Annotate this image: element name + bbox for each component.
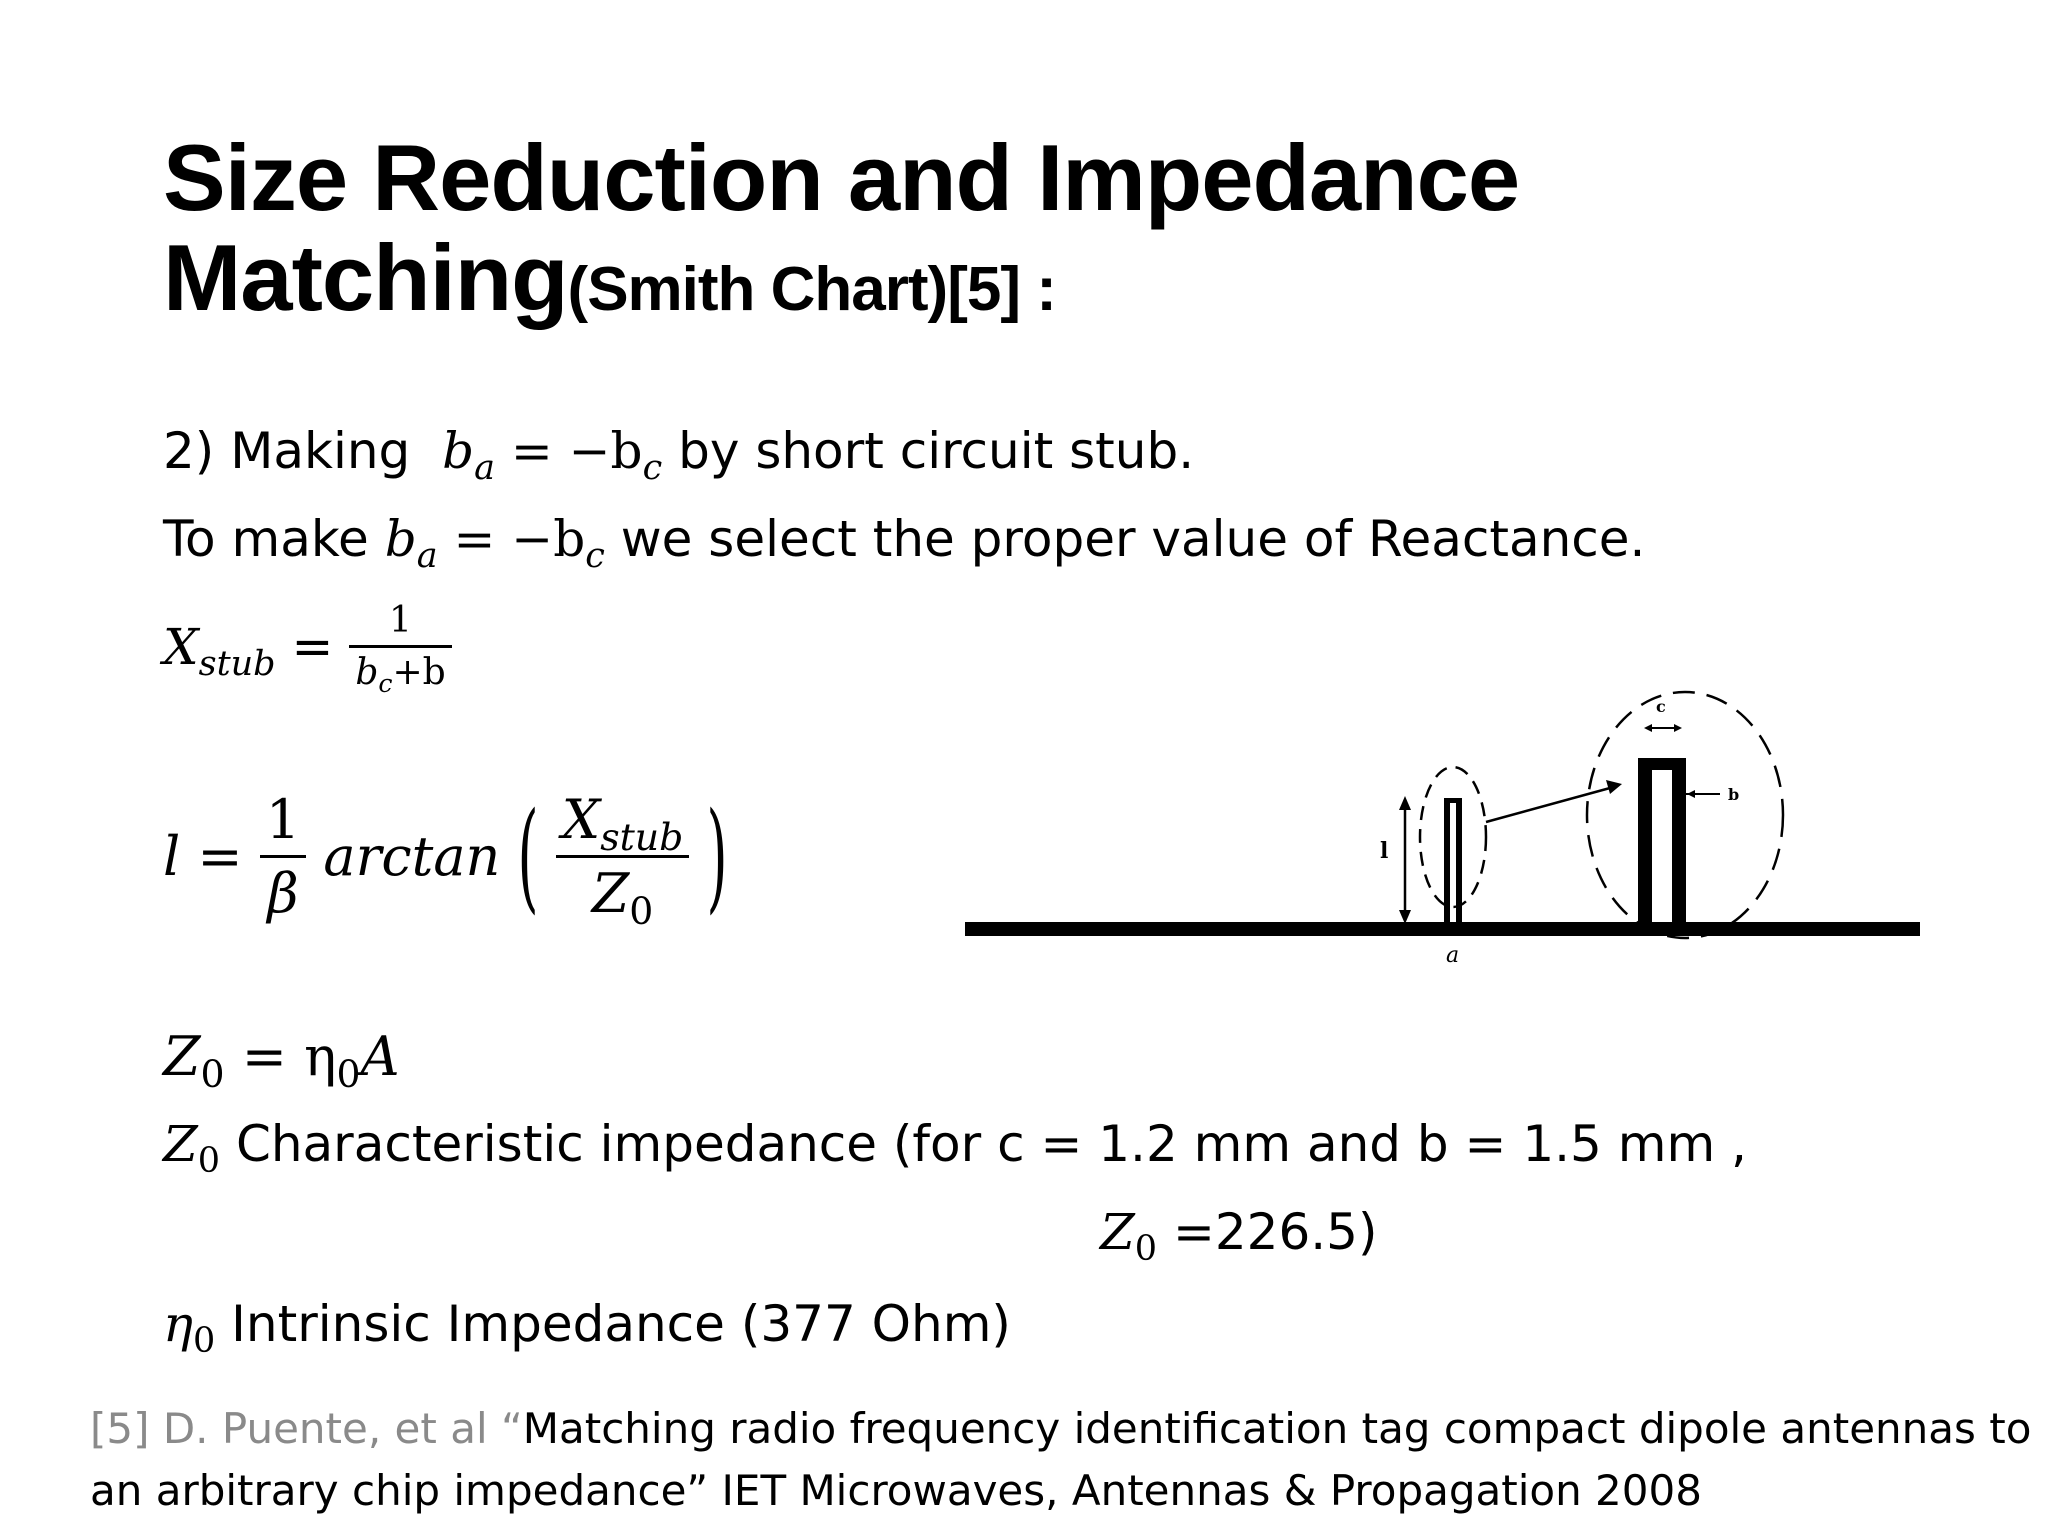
xstub-fraction: 1 bc+b xyxy=(349,600,452,696)
slide-title-line1: Size Reduction and Impedance xyxy=(163,125,1520,230)
c-arrow-head-right xyxy=(1674,724,1682,732)
length-equation: l = 1 β arctan ( Xstub Z0 ) xyxy=(163,787,728,934)
enlarged-stub-left xyxy=(1638,762,1652,922)
step-line-2: To make ba = −bc we select the proper va… xyxy=(163,510,1646,577)
stub-diagram: l a c b xyxy=(965,690,1920,968)
reference-title-part1: Matching radio frequency identification … xyxy=(522,1404,2032,1453)
enlarged-stub-top xyxy=(1638,758,1686,770)
length-arrow-head-top xyxy=(1399,796,1411,810)
label-c: c xyxy=(1656,697,1666,716)
step1-prefix: 2) Making xyxy=(163,422,411,480)
length-fraction: 1 β xyxy=(259,788,307,925)
stub-right-arm xyxy=(1456,800,1462,924)
z0-definition: Z0 Characteristic impedance (for c = 1.2… xyxy=(163,1115,1747,1182)
z0-value: Z0 =226.5) xyxy=(1100,1203,1378,1270)
step2-prefix: To make xyxy=(163,510,369,568)
right-paren: ) xyxy=(706,787,728,926)
stub-left-arm xyxy=(1444,800,1450,924)
title-smith-chart: (Smith Chart)[5] : xyxy=(567,255,1057,324)
enlarged-stub-right xyxy=(1672,762,1686,922)
step-line-1: 2) Making ba = −bc by short circuit stub… xyxy=(163,422,1195,489)
xstub-equation: Xstub = 1 bc+b xyxy=(163,600,452,696)
step1-suffix: by short circuit stub. xyxy=(678,422,1195,480)
eta-definition: η0 Intrinsic Impedance (377 Ohm) xyxy=(163,1295,1011,1362)
eq-ba-2: ba = −bc xyxy=(384,510,605,577)
reference-line-1: [5] D. Puente, et al “Matching radio fre… xyxy=(90,1398,2031,1460)
label-a: a xyxy=(1446,943,1459,968)
z0-equation: Z0 = η0A xyxy=(163,1025,400,1097)
title-matching: Matching xyxy=(163,225,569,330)
b-arrow-head xyxy=(1687,790,1695,798)
zoom-arrow-head xyxy=(1606,780,1622,794)
left-paren: ( xyxy=(517,787,539,926)
large-dashed-ellipse xyxy=(1585,690,1785,940)
c-arrow-head-left xyxy=(1644,724,1652,732)
length-arrow-head-bottom xyxy=(1399,910,1411,924)
eq-ba: ba = −bc xyxy=(442,422,663,489)
label-l: l xyxy=(1380,838,1388,864)
step2-suffix: we select the proper value of Reactance. xyxy=(620,510,1646,568)
transmission-line xyxy=(965,922,1920,936)
zoom-arrow xyxy=(1485,786,1611,824)
arctan-fraction: Xstub Z0 xyxy=(555,788,690,930)
reference-authors: [5] D. Puente, et al “ xyxy=(90,1404,523,1453)
small-dashed-ellipse xyxy=(1418,765,1488,909)
slide-title-line2: Matching(Smith Chart)[5] : xyxy=(163,230,1057,326)
label-b: b xyxy=(1728,785,1739,804)
reference-line-2: an arbitrary chip impedance” IET Microwa… xyxy=(90,1466,1702,1515)
stub-top xyxy=(1444,798,1462,803)
